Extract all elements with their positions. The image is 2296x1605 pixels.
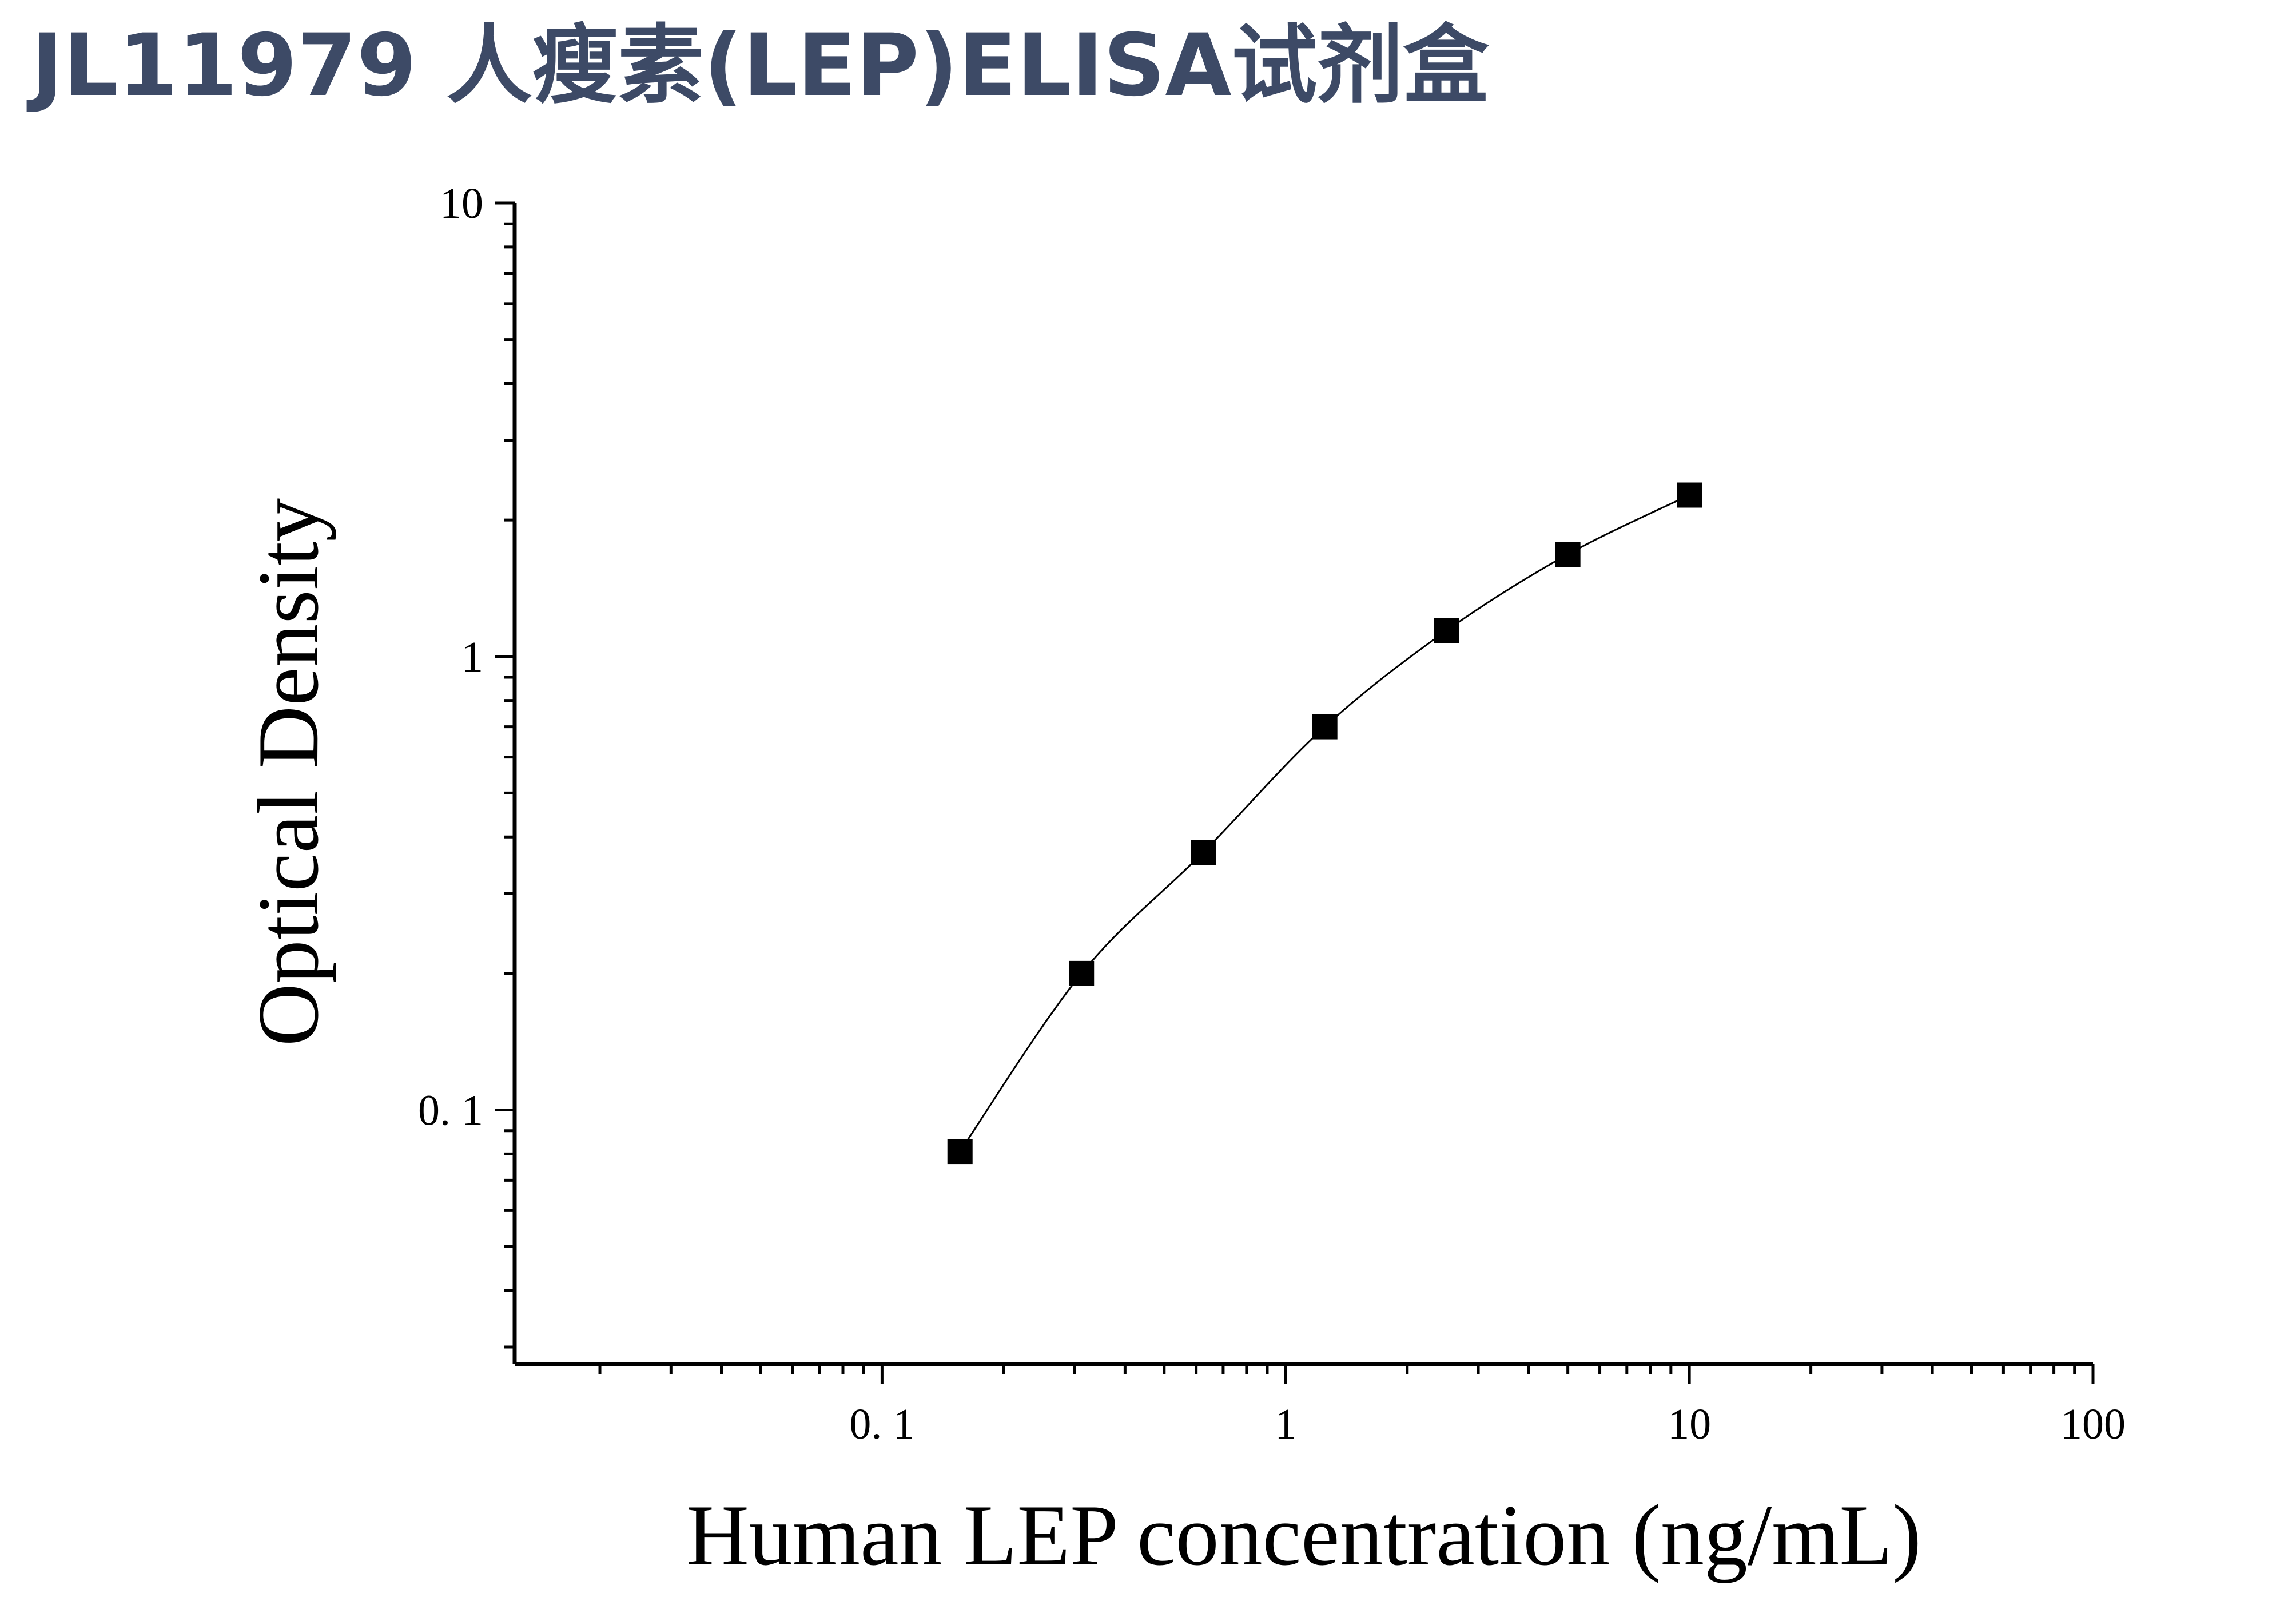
fitted-standard-curve — [959, 494, 1690, 1152]
data-point — [1191, 840, 1216, 865]
y-tick-label: 10 — [440, 180, 483, 228]
data-point — [1312, 714, 1338, 740]
data-point — [1555, 542, 1581, 567]
x-tick-label: 10 — [1668, 1400, 1711, 1448]
x-tick-label: 100 — [2060, 1400, 2126, 1448]
y-axis-title: Optical Density — [240, 498, 336, 1046]
x-tick-label: 1 — [1275, 1400, 1296, 1448]
data-point — [947, 1139, 973, 1165]
y-tick-label: 1 — [461, 633, 483, 681]
data-point — [1069, 960, 1095, 986]
y-axis-major-ticks: 0. 1 1 10 — [418, 180, 515, 1135]
x-tick-label: 0. 1 — [849, 1400, 914, 1448]
y-tick-label: 0. 1 — [418, 1087, 483, 1135]
x-axis-major-ticks: 0. 1 1 10 100 — [849, 1364, 2126, 1448]
data-point — [1677, 482, 1702, 508]
x-axis-title: Human LEP concentration (ng/mL) — [686, 1487, 1921, 1583]
page-title: JL11979 人瘦素(LEP)ELISA试剂盒 — [31, 16, 1489, 116]
data-point — [1434, 618, 1459, 643]
data-points — [947, 482, 1702, 1165]
